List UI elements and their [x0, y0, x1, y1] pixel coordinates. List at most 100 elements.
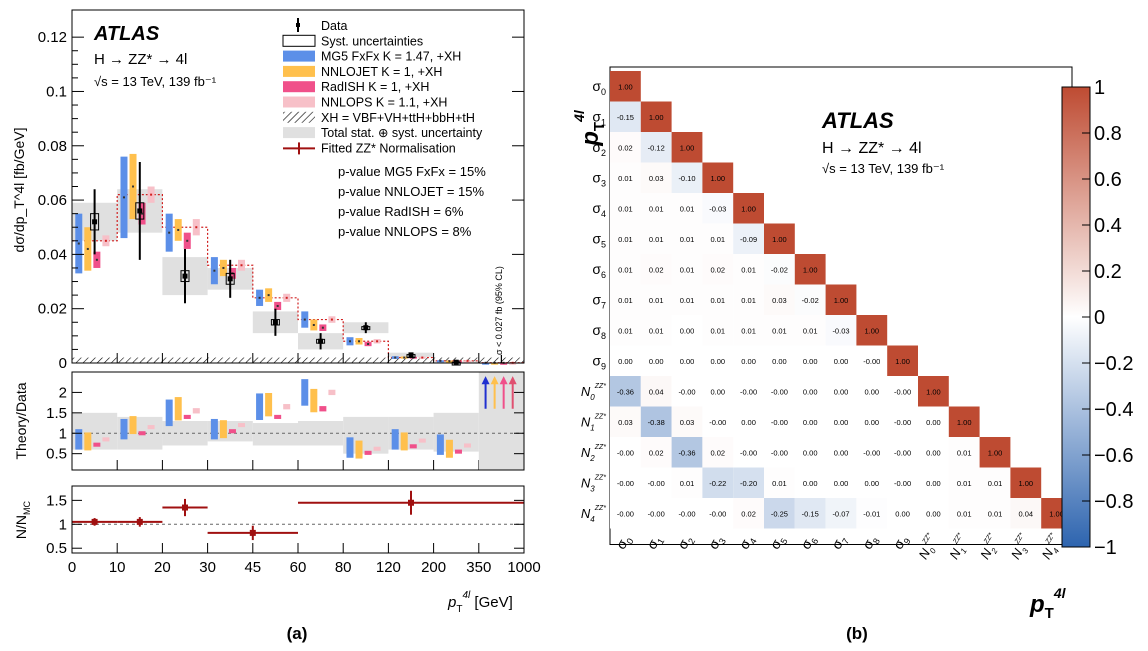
svg-text:0.00: 0.00 [834, 357, 849, 366]
heatmap-cell: -0.15 [794, 498, 826, 529]
ratio-box [219, 420, 227, 439]
heatmap-energy-label: √s = 13 TeV, 139 fb⁻¹ [822, 161, 945, 176]
svg-text:-0.07: -0.07 [832, 509, 849, 518]
heatmap-cell: 0.01 [640, 284, 672, 315]
heatmap-cell: 0.01 [610, 162, 641, 193]
theory-point [376, 340, 379, 343]
heatmap-cell: 0.01 [764, 467, 795, 498]
heatmap-cell: 0.00 [733, 406, 764, 437]
heatmap-cell: 0.01 [640, 223, 672, 254]
svg-text:0.02: 0.02 [649, 265, 664, 274]
syst-box [180, 270, 190, 283]
ratio-box [355, 440, 363, 459]
svg-text:0.00: 0.00 [772, 357, 787, 366]
theory-point [448, 360, 451, 363]
p-value-label: p-value NNLOPS = 8% [338, 224, 472, 239]
norm-factor-point [117, 517, 163, 527]
heatmap-cell: -0.00 [702, 406, 734, 437]
svg-text:-0.00: -0.00 [617, 479, 634, 488]
y-tick-label: 0 [59, 355, 67, 372]
svg-text:-0.01: -0.01 [863, 509, 880, 518]
heatmap-cell: 0.00 [794, 376, 826, 407]
ratio-box [409, 444, 417, 449]
svg-text:0.00: 0.00 [926, 509, 941, 518]
ratio-y-tick-label: 1 [59, 425, 67, 442]
svg-text:1.00: 1.00 [1049, 509, 1064, 518]
heatmap-cell: 0.00 [856, 376, 888, 407]
norm-factor-point [207, 525, 298, 541]
svg-text:0.01: 0.01 [649, 296, 664, 305]
heatmap-cell: 0.03 [671, 406, 703, 437]
svg-text:1.00: 1.00 [957, 418, 972, 427]
heatmap-cell: 0.02 [640, 437, 672, 468]
heatmap-row-label: N2ZZ* [581, 444, 606, 463]
heatmap-cell: 0.00 [918, 467, 949, 498]
ratio-box [364, 450, 372, 455]
theory-point [95, 258, 98, 261]
color-bar-tick-label: 0.2 [1094, 261, 1122, 283]
ratio-box [147, 425, 155, 430]
heatmap-cell: 0.01 [610, 254, 641, 285]
svg-text:1.00: 1.00 [803, 265, 818, 274]
heatmap-cell: -0.00 [764, 376, 795, 407]
legend-label: NNLOPS K = 1.1, +XH [321, 96, 447, 110]
y-axis-title: dσ/dp_T^4l [fb/GeV] [11, 128, 27, 253]
heatmap-cell: 0.01 [610, 284, 641, 315]
color-bar-tick-label: −1 [1094, 537, 1117, 559]
theory-point [122, 196, 125, 199]
x-tick-label: 350 [466, 559, 491, 576]
svg-text:1.00: 1.00 [710, 174, 725, 183]
ratio-box [310, 388, 318, 413]
svg-text:1.00: 1.00 [926, 387, 941, 396]
heatmap-cell: -0.00 [640, 467, 672, 498]
heatmap-cell: 0.01 [979, 498, 1011, 529]
heatmap-cell: 0.00 [825, 437, 857, 468]
ratio-box [75, 429, 83, 450]
ratio-y-tick-label: 0.5 [46, 446, 67, 463]
svg-text:0.04: 0.04 [1018, 509, 1033, 518]
svg-text:0.00: 0.00 [834, 479, 849, 488]
heatmap-cell: 0.00 [918, 498, 949, 529]
heatmap-cell: 0.00 [794, 437, 826, 468]
svg-text:0.01: 0.01 [710, 296, 725, 305]
svg-text:0.01: 0.01 [618, 326, 633, 335]
svg-text:-0.10: -0.10 [678, 174, 695, 183]
legend-entry: MG5 FxFx K = 1.47, +XH [283, 50, 461, 64]
heatmap-cell: 0.02 [702, 437, 734, 468]
y-tick-label: 0.08 [38, 138, 67, 155]
data-point [408, 352, 414, 358]
heatmap-cell: -0.36 [610, 376, 641, 407]
svg-text:0.01: 0.01 [957, 509, 972, 518]
theory-point [403, 356, 406, 359]
svg-text:-0.15: -0.15 [617, 113, 634, 122]
svg-text:0.00: 0.00 [803, 448, 818, 457]
legend-label: RadISH K = 1, +XH [321, 80, 429, 94]
svg-text:0.00: 0.00 [803, 387, 818, 396]
ratio-box [464, 443, 471, 448]
svg-text:0.00: 0.00 [834, 448, 849, 457]
legend-label: Syst. uncertainties [321, 34, 423, 48]
svg-text:0.01: 0.01 [618, 235, 633, 244]
heatmap-cell: 0.01 [733, 284, 764, 315]
svg-text:0.00: 0.00 [710, 387, 725, 396]
color-bar-tick-label: −0.2 [1094, 353, 1133, 375]
svg-text:0.01: 0.01 [988, 509, 1003, 518]
heatmap-cell: 1.00 [887, 345, 918, 376]
heatmap-cell: 1.00 [1010, 467, 1042, 498]
heatmap-row-label: σ5 [592, 231, 606, 250]
svg-text:0.01: 0.01 [741, 296, 756, 305]
data-point [272, 319, 278, 325]
svg-text:0.00: 0.00 [834, 387, 849, 396]
svg-text:-0.00: -0.00 [894, 479, 911, 488]
heatmap-cell: 0.02 [610, 132, 641, 163]
ratio-box [283, 404, 291, 410]
theory-point [258, 296, 261, 299]
svg-text:1.00: 1.00 [741, 204, 756, 213]
svg-text:0.01: 0.01 [618, 174, 633, 183]
heatmap-cell: -0.38 [640, 406, 672, 437]
ratio-box [102, 437, 110, 442]
heatmap-y-axis-title: pT4l [571, 109, 608, 147]
legend-label: Total stat. ⊕ syst. uncertainty [321, 126, 483, 140]
svg-text:0.00: 0.00 [864, 479, 879, 488]
ratio-y-tick-label: 2 [59, 384, 67, 401]
